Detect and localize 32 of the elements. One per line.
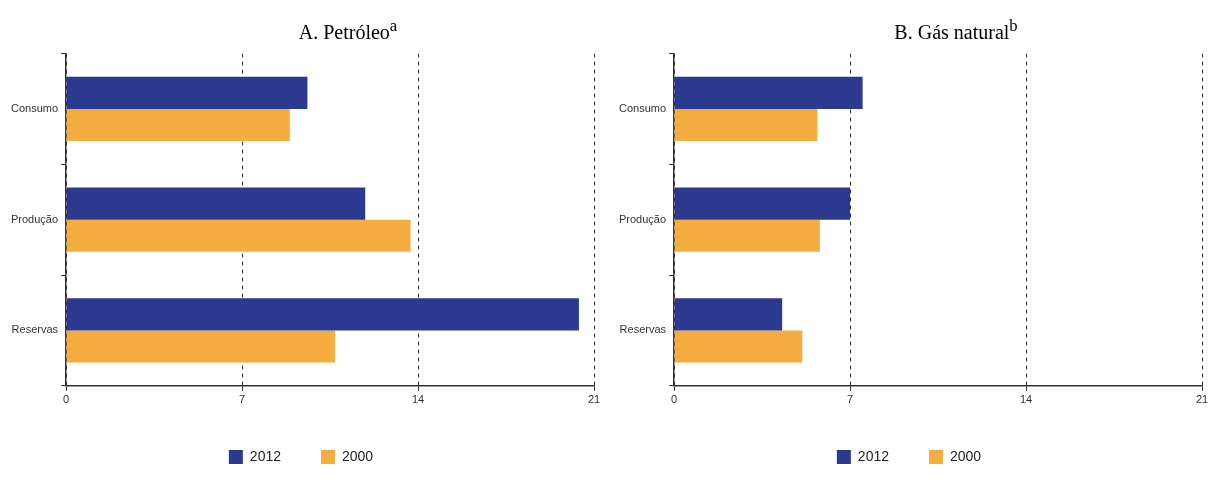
x-tick-label: 7 xyxy=(239,393,246,406)
bar xyxy=(674,298,783,331)
bar xyxy=(66,330,336,363)
x-tick-label: 0 xyxy=(671,393,678,406)
y-tick-label: Produção xyxy=(618,212,667,225)
x-tick-label: 7 xyxy=(847,393,854,406)
legend-label: 2000 xyxy=(950,447,982,464)
bar xyxy=(674,108,818,142)
bar xyxy=(66,187,366,220)
x-tick-label: 21 xyxy=(1195,393,1209,406)
bar xyxy=(66,76,308,109)
legend-label: 2012 xyxy=(857,447,890,464)
y-tick-label: Reservas xyxy=(619,323,667,336)
bar xyxy=(674,187,851,220)
y-tick-label: Reservas xyxy=(11,323,59,336)
bar xyxy=(674,219,820,252)
y-tick-label: Consumo xyxy=(619,102,667,114)
x-tick-label: 14 xyxy=(411,393,425,406)
bar xyxy=(674,76,863,109)
bar xyxy=(66,298,579,331)
y-tick-label: Consumo xyxy=(11,102,59,114)
chart-title: A. Petróleo$^{a}$ xyxy=(297,15,399,44)
bar xyxy=(66,219,411,252)
bar xyxy=(674,330,803,363)
y-tick-label: Produção xyxy=(10,212,59,225)
x-tick-label: 14 xyxy=(1019,393,1033,406)
chart-title: B. Gás natural$^{b}$ xyxy=(893,15,1019,44)
legend-label: 2000 xyxy=(342,447,374,464)
x-tick-label: 21 xyxy=(587,393,601,406)
legend-label: 2012 xyxy=(249,447,282,464)
x-tick-label: 0 xyxy=(63,393,70,406)
bar xyxy=(66,108,290,142)
